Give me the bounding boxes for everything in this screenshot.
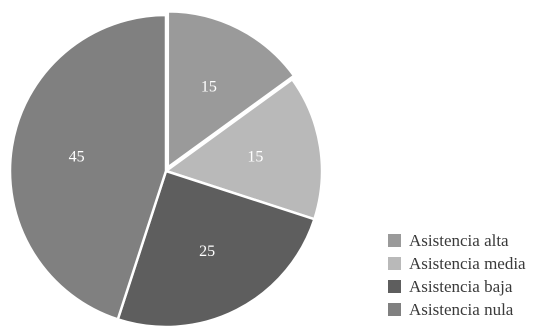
legend-swatch-asistencia-media — [388, 257, 401, 270]
pie-data-label-asistencia-baja: 25 — [199, 243, 215, 260]
pie-slices — [8, 10, 324, 326]
legend-swatch-asistencia-nula — [388, 303, 401, 316]
legend-item-asistencia-media: Asistencia media — [388, 252, 552, 275]
legend-label-asistencia-alta: Asistencia alta — [409, 231, 509, 250]
legend-label-asistencia-baja: Asistencia baja — [409, 277, 513, 296]
pie-slice-asistencia-alta — [166, 10, 296, 169]
pie-data-labels: 15 15 25 45 — [69, 78, 264, 260]
pie-data-label-asistencia-nula: 45 — [69, 148, 85, 165]
legend-swatch-asistencia-alta — [388, 234, 401, 247]
pie-data-label-asistencia-media: 15 — [247, 148, 263, 165]
legend-item-asistencia-baja: Asistencia baja — [388, 275, 552, 298]
pie-slice-asistencia-nula — [8, 13, 168, 321]
legend-label-asistencia-media: Asistencia media — [409, 254, 526, 273]
legend-label-asistencia-nula: Asistencia nula — [409, 300, 514, 319]
legend-swatch-asistencia-baja — [388, 280, 401, 293]
legend-item-asistencia-alta: Asistencia alta — [388, 229, 552, 252]
pie-slice-asistencia-baja — [116, 169, 316, 326]
pie-slice-asistencia-media — [164, 78, 324, 221]
pie-data-label-asistencia-alta: 15 — [201, 78, 217, 95]
legend-item-asistencia-nula: Asistencia nula — [388, 298, 552, 321]
chart-legend: Asistencia alta Asistencia media Asisten… — [388, 229, 552, 321]
